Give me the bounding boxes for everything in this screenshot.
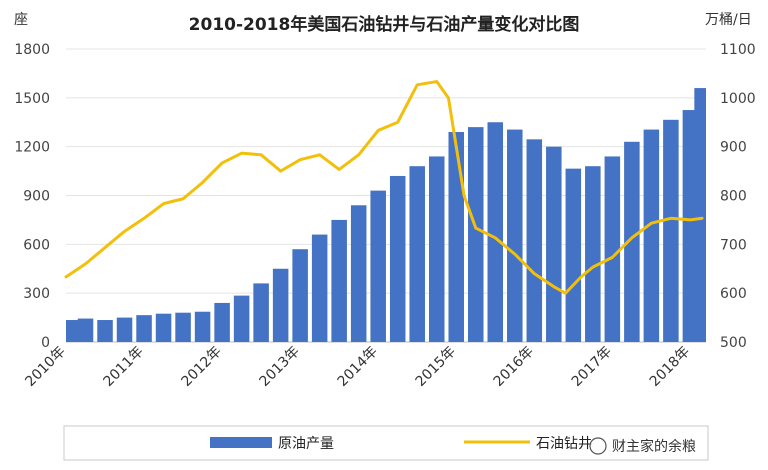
bar: [253, 283, 269, 342]
wechat-icon: [589, 437, 607, 455]
right-tick-label: 900: [720, 140, 747, 156]
bar: [624, 141, 640, 342]
left-tick-label: 1500: [14, 91, 50, 107]
bar: [604, 156, 621, 342]
bar: [546, 146, 562, 342]
bar: [175, 312, 191, 342]
bars-layer: [66, 88, 706, 343]
left-tick-label: 300: [23, 286, 50, 302]
bar: [428, 156, 445, 342]
bar: [663, 119, 679, 342]
left-tick-label: 0: [41, 335, 50, 351]
bar: [116, 317, 133, 342]
left-tick-label: 1200: [14, 140, 50, 156]
bar: [526, 139, 543, 342]
x-tick-label: 2018年: [647, 344, 693, 390]
right-tick-label: 1100: [720, 42, 756, 58]
bar: [311, 234, 328, 342]
x-tick-label: 2017年: [569, 344, 615, 390]
left-axis-unit: 座: [14, 12, 28, 28]
right-tick-label: 500: [720, 335, 747, 351]
bar: [233, 295, 250, 342]
legend-frame: [63, 425, 709, 461]
legend-bar-swatch: [210, 437, 272, 448]
bar: [389, 175, 406, 342]
bar: [331, 219, 347, 342]
bar: [487, 122, 504, 342]
drilling-line: [64, 80, 704, 295]
legend-bar-label: 原油产量: [278, 436, 334, 452]
watermark-text: 财主家的余粮: [612, 438, 696, 455]
bar: [194, 311, 211, 342]
right-tick-label: 600: [720, 286, 747, 302]
bar: [292, 249, 308, 342]
legend: 原油产量 石油钻井: [63, 425, 709, 461]
x-tick-label: 2011年: [100, 344, 146, 390]
x-tick-label: 2016年: [491, 344, 537, 390]
bar: [155, 313, 172, 342]
watermark: 财主家的余粮: [589, 437, 696, 455]
grid-layer: [66, 48, 706, 343]
x-tick-label: 2013年: [257, 344, 303, 390]
bar: [66, 320, 82, 342]
left-tick-label: 600: [23, 237, 50, 253]
bar: [643, 129, 660, 342]
bar: [370, 190, 386, 342]
right-tick-label: 700: [720, 237, 747, 253]
x-tick-label: 2012年: [179, 344, 225, 390]
bar: [507, 129, 523, 342]
legend-line-label: 石油钻井: [536, 436, 592, 452]
right-tick-label: 1000: [720, 91, 756, 107]
bar: [214, 302, 230, 342]
x-tick-label: 2015年: [413, 344, 459, 390]
right-axis-unit: 万桶/日: [705, 12, 752, 28]
left-tick-label: 1800: [14, 42, 50, 58]
bar: [694, 88, 706, 342]
bar: [350, 205, 367, 342]
bar: [467, 127, 484, 342]
left-tick-label: 900: [23, 189, 50, 205]
bar: [77, 318, 94, 342]
bar: [682, 110, 699, 343]
bar: [565, 168, 582, 342]
bar: [409, 166, 425, 342]
x-tick-label: 2014年: [335, 344, 381, 390]
bar: [585, 166, 601, 342]
right-tick-label: 800: [720, 189, 747, 205]
bar: [448, 132, 465, 342]
chart-title: 2010-2018年美国石油钻井与石油产量变化对比图: [189, 14, 580, 35]
line-layer: [64, 80, 704, 295]
bar: [272, 268, 289, 342]
bar: [97, 320, 113, 342]
bar: [136, 315, 152, 342]
